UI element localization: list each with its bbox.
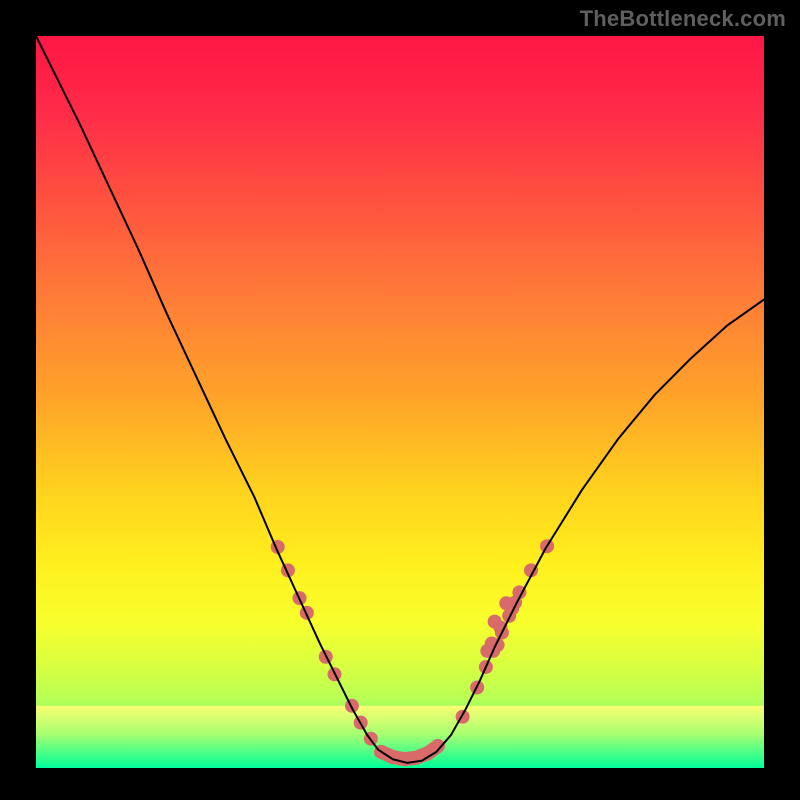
watermark-text: TheBottleneck.com xyxy=(580,6,786,32)
chart-frame: TheBottleneck.com xyxy=(0,0,800,800)
bottleneck-curve-chart xyxy=(0,0,800,800)
plot-gradient-background xyxy=(36,36,764,768)
